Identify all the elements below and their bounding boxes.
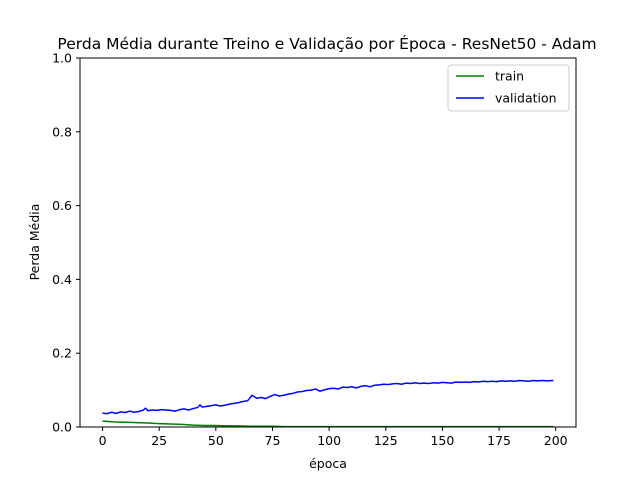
chart-title: Perda Média durante Treino e Validação p… [57,34,596,53]
y-tick-label: 0.6 [52,198,72,213]
x-tick-label: 0 [99,433,107,448]
y-axis-ticks: 0.0 0.2 0.4 0.6 0.8 1.0 [52,51,80,435]
y-tick-label: 0.8 [52,124,72,139]
x-tick-label: 175 [487,433,511,448]
y-tick-label: 0.2 [52,346,72,361]
x-tick-label: 125 [374,433,398,448]
x-tick-label: 150 [430,433,454,448]
y-axis-label: Perda Média [27,204,42,281]
y-tick-label: 1.0 [52,51,72,66]
legend-label-train: train [495,69,524,84]
x-tick-label: 100 [317,433,341,448]
legend-label-validation: validation [495,91,557,106]
x-tick-label: 200 [544,433,568,448]
plot-frame [79,57,577,428]
series-line-validation [102,379,554,415]
x-tick-label: 25 [151,433,167,448]
x-tick-label: 50 [208,433,224,448]
x-tick-label: 75 [265,433,281,448]
y-tick-label: 0.4 [52,272,72,287]
x-axis-label: época [309,456,347,471]
legend: train validation [447,64,570,112]
y-tick-label: 0.0 [52,420,72,435]
x-axis-ticks: 0 25 50 75 100 125 150 175 200 [99,427,568,448]
